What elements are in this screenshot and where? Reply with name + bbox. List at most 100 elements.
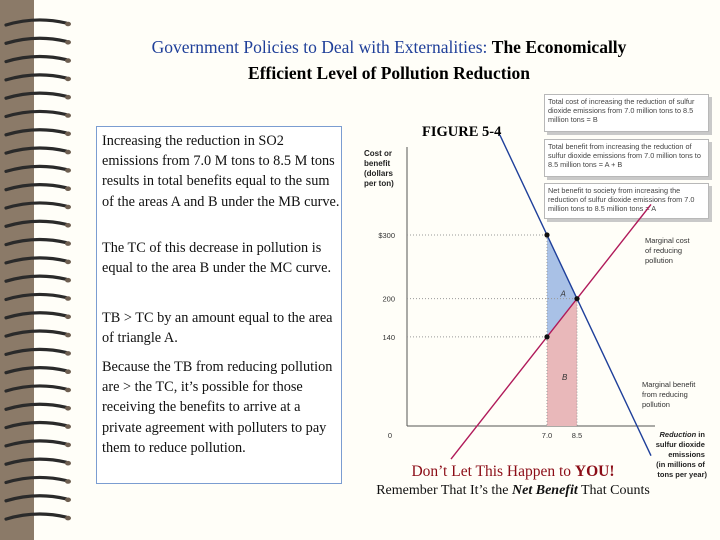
spiral-ring — [4, 73, 68, 82]
marginal-benefit-curve — [499, 135, 652, 457]
mb-point-7-0 — [544, 232, 550, 238]
paragraph-4: Because the TB from reducing pollution a… — [102, 359, 333, 456]
y-axis-label-4: per ton) — [364, 179, 394, 188]
marginal-cost-curve — [450, 204, 652, 460]
spiral-hole — [65, 277, 71, 283]
area-a-label: A — [560, 290, 566, 299]
spiral-ring — [4, 164, 68, 173]
x-axis-label: Reduction in sulfur dioxide emissions (i… — [656, 430, 708, 479]
spiral-ring — [4, 55, 68, 64]
spiral-ring — [4, 475, 68, 485]
spiral-ring — [4, 18, 68, 27]
spiral-hole — [65, 479, 71, 484]
spiral-hole — [65, 369, 71, 375]
spiral-hole — [65, 515, 71, 521]
callout-total-cost: Total cost of increasing the reduction o… — [544, 94, 709, 132]
spiral-ring — [4, 329, 68, 338]
y-axis-label-1: Cost or — [364, 149, 392, 158]
mb-label: Marginal benefit from reducing pollution — [642, 380, 696, 409]
mc-point-7-0 — [544, 334, 550, 340]
spiral-hole — [65, 259, 71, 265]
spiral-ring — [4, 183, 68, 192]
footer-reminder: Remember That It’s the Net Benefit That … — [340, 483, 686, 499]
spiral-binding — [4, 18, 71, 521]
footer-reminder-bold: Net Benefit — [512, 483, 578, 498]
spiral-hole — [65, 314, 71, 320]
spiral-hole — [65, 113, 71, 118]
spiral-hole — [65, 149, 71, 155]
spiral-hole — [65, 168, 71, 173]
paragraph-2: The TC of this decrease in pollution is … — [102, 240, 332, 277]
explanation-box — [96, 126, 342, 484]
footer-warning-text: Don’t Let This Happen to — [411, 463, 575, 480]
spiral-ring — [4, 384, 68, 393]
spiral-hole — [65, 94, 71, 100]
footer-warning-bold: YOU! — [574, 463, 615, 480]
spiral-hole — [65, 204, 71, 210]
spiral-ring — [4, 347, 68, 356]
spiral-hole — [65, 332, 71, 338]
spiral-hole — [65, 58, 71, 63]
area-a — [547, 235, 577, 337]
spiral-hole — [65, 241, 71, 246]
spiral-hole — [65, 40, 71, 45]
spiral-hole — [65, 460, 71, 466]
spiral-ring — [4, 457, 68, 466]
paragraph-1: Increasing the reduction in SO2 emission… — [102, 133, 340, 210]
paragraph-3: TB > TC by an amount equal to the area o… — [102, 310, 333, 347]
footer-warning: Don’t Let This Happen to YOU! — [340, 463, 686, 481]
x-tick-7-0: 7.0 — [542, 431, 552, 440]
spiral-ring — [4, 494, 68, 503]
spiral-ring — [4, 274, 68, 283]
figure-title: FIGURE 5-4 — [422, 124, 502, 140]
spiral-hole — [65, 296, 71, 301]
spiral-hole — [65, 76, 71, 82]
callout-total-benefit: Total benefit from increasing the reduct… — [544, 139, 709, 177]
x-tick-8-5: 8.5 — [572, 431, 582, 440]
spiral-hole — [65, 21, 71, 27]
spiral-ring — [4, 146, 68, 155]
spiral-ring — [4, 366, 68, 375]
spiral-ring — [4, 311, 68, 320]
spiral-hole — [65, 186, 71, 191]
spiral-ring — [4, 292, 68, 302]
spiral-hole — [65, 351, 71, 356]
spiral-ring — [4, 237, 68, 247]
spiral-ring — [4, 36, 68, 45]
footer-reminder-pre: Remember That It’s the — [376, 483, 513, 498]
footer-reminder-post: That Counts — [577, 483, 650, 498]
spiral-ring — [4, 219, 68, 228]
spiral-ring — [4, 439, 68, 448]
y-axis-label-3: (dollars — [364, 169, 393, 178]
spiral-ring — [4, 420, 68, 430]
spiral-ring — [4, 128, 68, 137]
title-line1-blue: Government Policies to Deal with Externa… — [151, 37, 488, 57]
y-tick-300: $300 — [378, 231, 395, 240]
title-line1-black: The Economically — [491, 37, 627, 57]
spiral-ring — [4, 109, 68, 119]
spiral-ring — [4, 91, 68, 100]
spiral-ring — [4, 512, 68, 521]
spiral-ring — [4, 402, 68, 411]
spiral-hole — [65, 406, 71, 411]
callout-net-benefit: Net benefit to society from increasing t… — [544, 183, 709, 219]
spiral-hole — [65, 131, 71, 137]
equilibrium-point — [574, 296, 580, 302]
spiral-hole — [65, 442, 71, 448]
slide-title: Government Policies to Deal with Externa… — [96, 34, 682, 86]
spiral-hole — [65, 223, 71, 228]
area-b-label: B — [562, 373, 568, 382]
spiral-hole — [65, 497, 71, 503]
y-axis-label-2: benefit — [364, 159, 391, 168]
spiral-hole — [65, 387, 71, 393]
spiral-hole — [65, 424, 71, 429]
spiral-ring — [4, 256, 68, 265]
mc-label: Marginal cost of reducing pollution — [645, 236, 691, 265]
x-tick-0: 0 — [388, 431, 392, 440]
y-tick-200: 200 — [382, 295, 395, 304]
externality-chart: Cost or benefit (dollars per ton) A B $3… — [364, 135, 708, 479]
spiral-ring — [4, 201, 68, 210]
y-tick-140: 140 — [382, 333, 395, 342]
title-line2: Efficient Level of Pollution Reduction — [248, 63, 530, 83]
